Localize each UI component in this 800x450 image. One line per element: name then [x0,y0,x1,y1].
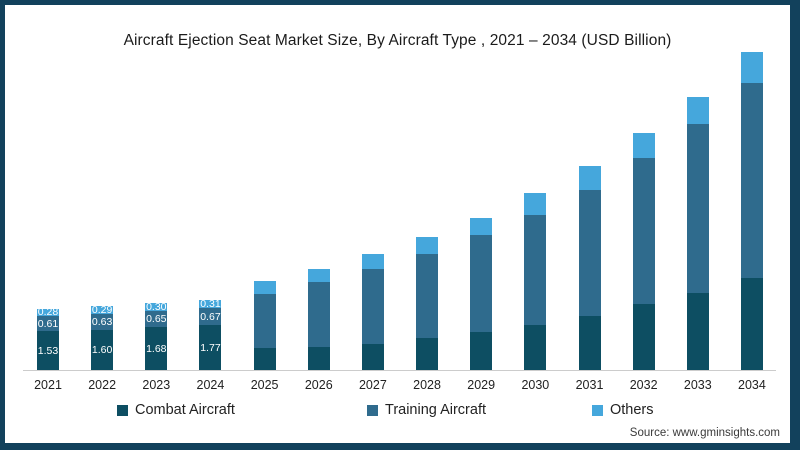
legend-label-training-aircraft: Training Aircraft [385,402,486,418]
x-axis-line [23,370,776,371]
legend-label-others: Others [610,402,654,418]
bar-value-label: 0.63 [91,315,113,328]
bar-value-label: 1.77 [200,341,221,354]
chart-panel: Aircraft Ejection Seat Market Size, By A… [5,5,790,443]
bar-segment-2026-combat-aircraft [307,346,330,370]
x-axis-label-2024: 2024 [196,378,225,392]
bar-segment-2023-others: 0.30 [145,302,168,312]
bar-segment-2030-training-aircraft [524,214,547,325]
bar-segment-2028-combat-aircraft [416,337,439,370]
source-attribution: Source: www.gminsights.com [629,427,780,439]
bar-segment-2031-others [578,165,601,190]
x-axis-label-2031: 2031 [575,378,604,392]
bar-value-label: 1.60 [91,343,113,356]
bar-segment-2031-combat-aircraft [578,316,601,370]
x-axis-label-2023: 2023 [142,378,171,392]
bar-segment-2030-combat-aircraft [524,324,547,370]
x-axis-label-2026: 2026 [304,378,333,392]
bar-segment-2025-combat-aircraft [253,348,276,370]
bar-segment-2029-others [470,217,493,236]
bar-segment-2033-combat-aircraft [686,293,709,370]
bar-segment-2028-training-aircraft [416,253,439,338]
x-axis-label-2027: 2027 [358,378,387,392]
bar-segment-2034-training-aircraft [740,83,763,278]
bar-segment-2029-training-aircraft [470,235,493,332]
legend-swatch-others [592,404,603,416]
bar-value-label: 0.61 [37,317,59,330]
x-axis-label-2029: 2029 [467,378,496,392]
legend: Combat Aircraft Training Aircraft Others [5,5,790,443]
x-axis-label-2032: 2032 [629,378,658,392]
bar-segment-2031-training-aircraft [578,189,601,317]
bar-segment-2027-training-aircraft [361,268,384,345]
x-axis-label-2021: 2021 [34,378,62,392]
legend-swatch-training-aircraft [367,404,378,416]
bar-segment-2024-combat-aircraft: 1.77 [199,325,222,370]
legend-item-training-aircraft: Training Aircraft [367,402,486,418]
bar-value-label: 0.65 [146,313,167,326]
bar-value-label: 1.68 [146,342,167,355]
bar-segment-2023-combat-aircraft: 1.68 [145,327,168,370]
bar-value-label: 0.29 [91,303,113,316]
bar-segment-2028-others [416,236,439,254]
bar-value-label: 1.53 [37,344,59,357]
bar-segment-2029-combat-aircraft [470,331,493,370]
bar-value-label: 0.67 [200,310,221,323]
bar-segment-2022-training-aircraft: 0.63 [91,313,114,330]
x-axis-label-2034: 2034 [738,378,766,392]
x-axis-label-2022: 2022 [88,378,117,392]
bar-segment-2023-training-aircraft: 0.65 [145,311,168,328]
x-axis-label-2033: 2033 [683,378,712,392]
bar-segment-2032-others [632,133,655,159]
bar-segment-2033-training-aircraft [686,124,709,294]
bar-segment-2025-training-aircraft [253,294,276,349]
legend-swatch-combat-aircraft [117,404,128,416]
bar-segment-2024-training-aircraft: 0.67 [199,308,222,326]
legend-item-others: Others [592,402,654,418]
bar-value-label: 0.28 [37,306,59,319]
plot-area: 1.53 0.61 0.28 2021 1.60 0.63 0.29 2022 1.68 0.65… [5,5,790,443]
bar-segment-2022-combat-aircraft: 1.60 [91,329,114,370]
bar-segment-2024-others: 0.31 [199,299,222,309]
bar-segment-2027-combat-aircraft [361,344,384,370]
bar-segment-2021-others: 0.28 [37,307,59,317]
bar-segment-2021-combat-aircraft: 1.53 [37,331,59,370]
bar-segment-2032-combat-aircraft [632,304,655,370]
bar-segment-2032-training-aircraft [632,158,655,305]
bar-value-label: 0.31 [200,298,221,311]
bar-segment-2034-combat-aircraft [740,277,763,370]
bar-segment-2027-others [361,253,384,269]
bar-value-label: 0.30 [146,300,167,313]
legend-item-combat-aircraft: Combat Aircraft [117,402,235,418]
bar-segment-2033-others [686,96,709,125]
bar-segment-2030-others [524,193,547,215]
x-axis-label-2025: 2025 [250,378,279,392]
bar-segment-2026-others [307,268,330,282]
bar-segment-2026-training-aircraft [307,281,330,347]
chart-title: Aircraft Ejection Seat Market Size, By A… [123,32,672,49]
bar-segment-2025-others [253,281,276,295]
x-axis-label-2028: 2028 [413,378,441,392]
bar-segment-2034-others [740,51,763,84]
legend-label-combat-aircraft: Combat Aircraft [135,402,235,418]
bar-segment-2021-training-aircraft: 0.61 [37,315,59,332]
bar-segment-2022-others: 0.29 [91,305,114,315]
x-axis-label-2030: 2030 [521,378,550,392]
